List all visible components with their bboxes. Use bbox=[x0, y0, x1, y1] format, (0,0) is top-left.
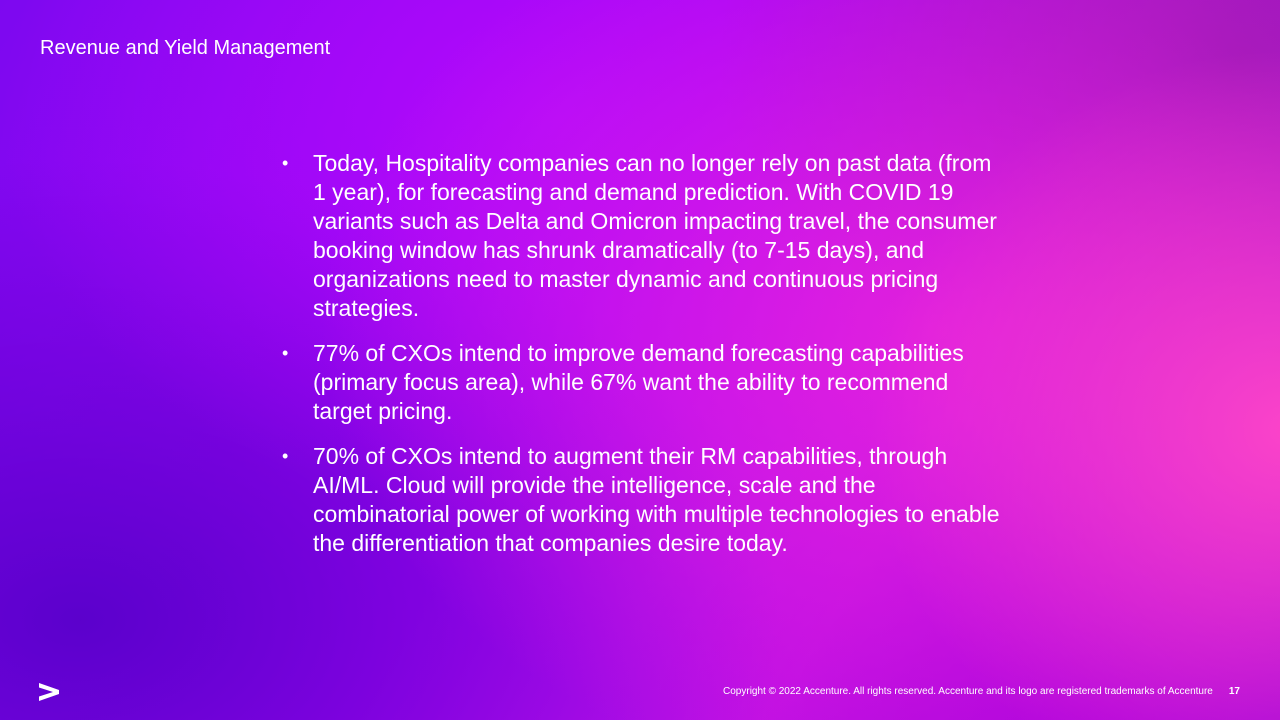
bullet-text: 70% of CXOs intend to augment their RM c… bbox=[313, 443, 1000, 556]
accenture-logo-icon bbox=[37, 680, 61, 704]
bullet-list: • Today, Hospitality companies can no lo… bbox=[282, 149, 1002, 574]
bullet-marker: • bbox=[282, 343, 289, 363]
bullet-text: Today, Hospitality companies can no long… bbox=[313, 150, 997, 321]
bullet-marker: • bbox=[282, 153, 289, 173]
bullet-item: • Today, Hospitality companies can no lo… bbox=[282, 149, 1002, 323]
bullet-marker: • bbox=[282, 446, 289, 466]
page-number: 17 bbox=[1228, 686, 1240, 697]
greater-than-logo-icon bbox=[39, 683, 59, 701]
bullet-text: 77% of CXOs intend to improve demand for… bbox=[313, 340, 964, 424]
slide-footer: Copyright © 2022 Accenture. All rights r… bbox=[723, 686, 1240, 697]
bullet-item: • 77% of CXOs intend to improve demand f… bbox=[282, 339, 1002, 426]
bullet-item: • 70% of CXOs intend to augment their RM… bbox=[282, 442, 1002, 558]
slide-title: Revenue and Yield Management bbox=[40, 37, 331, 59]
copyright-text: Copyright © 2022 Accenture. All rights r… bbox=[723, 686, 1213, 697]
